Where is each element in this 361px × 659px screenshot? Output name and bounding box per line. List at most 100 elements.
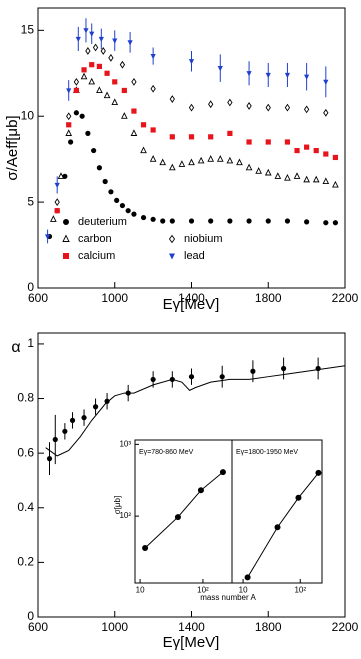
marker: [188, 374, 195, 380]
marker: [140, 146, 147, 154]
y-tick-label: 0.2: [17, 555, 34, 569]
marker: [91, 147, 97, 154]
marker: [208, 100, 214, 109]
marker: [140, 122, 147, 128]
marker: [255, 167, 262, 174]
marker: [304, 74, 310, 80]
y-tick-label: 10: [21, 108, 35, 122]
marker: [274, 172, 282, 179]
x-tick-label: 1800: [255, 291, 282, 305]
x-tick-label: 1400: [178, 291, 205, 305]
x-tick-label: 10²: [197, 585, 209, 594]
marker: [57, 172, 65, 179]
marker: [246, 102, 252, 110]
marker: [236, 158, 243, 166]
marker: [284, 218, 291, 224]
marker: [75, 36, 81, 43]
marker: [264, 168, 272, 176]
marker: [150, 376, 156, 383]
marker: [332, 180, 339, 188]
marker: [150, 216, 156, 222]
marker: [281, 365, 287, 372]
marker: [89, 62, 95, 68]
marker: [89, 31, 95, 37]
marker: [284, 72, 291, 79]
marker: [284, 139, 291, 145]
marker: [62, 428, 68, 434]
marker: [46, 456, 53, 462]
marker: [197, 487, 204, 494]
x-tick-label: 1000: [101, 291, 128, 305]
y-tick-label: 10²: [119, 511, 131, 520]
marker: [108, 189, 114, 195]
legend-label: carbon: [78, 233, 112, 245]
marker: [216, 155, 224, 162]
x-tick-label: 1800: [255, 620, 282, 634]
marker: [323, 79, 329, 85]
marker: [168, 163, 176, 171]
marker: [96, 63, 102, 70]
marker: [125, 208, 131, 214]
marker: [323, 108, 329, 117]
x-tick-label: 10: [136, 585, 145, 594]
legend-label: calcium: [78, 250, 115, 262]
marker: [96, 165, 102, 171]
marker: [54, 198, 60, 207]
marker: [227, 98, 233, 107]
marker: [332, 154, 339, 161]
marker: [131, 108, 137, 114]
annotation: Eγ=1800-1950 MeV: [236, 449, 298, 456]
marker: [81, 67, 87, 73]
marker: [44, 234, 51, 240]
x-axis-label: Eγ[MeV]: [163, 634, 220, 651]
marker: [178, 160, 186, 167]
marker: [66, 88, 72, 94]
marker: [219, 374, 225, 380]
marker: [69, 417, 76, 423]
marker: [208, 218, 214, 224]
marker: [322, 177, 330, 185]
marker: [127, 40, 133, 46]
marker: [52, 436, 58, 443]
y-axis-label: α: [11, 339, 20, 356]
marker: [265, 218, 271, 224]
marker: [98, 36, 104, 43]
x-tick-label: 1400: [178, 620, 205, 634]
marker: [293, 172, 301, 179]
marker: [323, 151, 329, 157]
x-tick-label: 1000: [101, 620, 128, 634]
marker: [96, 86, 103, 94]
marker: [169, 134, 175, 140]
marker: [149, 155, 157, 162]
y-tick-label: 0.8: [17, 391, 34, 405]
x-axis-label: Eγ[MeV]: [163, 296, 220, 313]
y-tick-label: 0.4: [17, 500, 34, 514]
x-tick-label: 10: [239, 585, 248, 594]
marker: [246, 218, 252, 224]
marker: [217, 66, 223, 72]
marker: [312, 175, 320, 183]
marker: [85, 47, 91, 55]
marker: [108, 53, 114, 62]
marker: [169, 95, 175, 103]
marker: [207, 155, 215, 162]
marker: [197, 156, 205, 164]
x-tick-label: 2200: [332, 620, 359, 634]
marker: [150, 53, 156, 60]
marker: [159, 158, 167, 166]
marker: [130, 129, 138, 136]
marker: [104, 398, 110, 404]
marker: [188, 158, 195, 166]
marker: [150, 127, 156, 133]
marker: [54, 182, 60, 189]
marker: [73, 110, 79, 116]
marker: [79, 113, 85, 119]
marker: [92, 43, 99, 52]
marker: [73, 77, 80, 86]
fit-line: [144, 471, 224, 549]
marker: [140, 214, 147, 221]
marker: [246, 139, 252, 145]
marker: [142, 544, 149, 551]
marker: [80, 72, 88, 80]
